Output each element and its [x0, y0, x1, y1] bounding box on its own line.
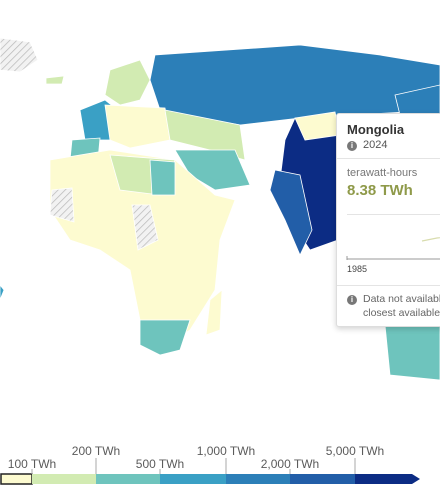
tooltip-note: Data not available: [363, 293, 440, 305]
info-icon: i: [347, 295, 357, 305]
legend-bin: [0, 473, 33, 485]
tooltip-note: closest available d: [363, 307, 440, 319]
legend-ticks: [31, 458, 356, 474]
legend-bin: [290, 474, 355, 484]
divider: [337, 285, 440, 286]
tooltip-value: 8.38 TWh: [347, 182, 413, 199]
tooltip-title: Mongolia: [347, 122, 405, 137]
legend: 100 TWh 200 TWh 500 TWh 1,000 TWh 2,000 …: [0, 444, 420, 485]
legend-label: 200 TWh: [72, 444, 120, 458]
legend-label: 100 TWh: [8, 457, 56, 471]
info-icon: i: [347, 141, 357, 151]
tooltip: Mongolia i 2024 terawatt-hours 8.38 TWh …: [336, 113, 440, 327]
legend-bin: [355, 474, 420, 484]
legend-label: 5,000 TWh: [326, 444, 384, 458]
divider: [337, 158, 440, 159]
legend-bin: [96, 474, 160, 484]
axis-label: 1985: [347, 264, 368, 274]
countries: [0, 37, 440, 381]
divider: [347, 214, 440, 215]
legend-bin: [226, 474, 290, 484]
legend-bin: [32, 474, 96, 484]
legend-label: 2,000 TWh: [261, 457, 319, 471]
legend-bin: [160, 474, 226, 484]
tooltip-year: 2024: [363, 139, 388, 151]
legend-label: 1,000 TWh: [197, 444, 255, 458]
sparkline: [346, 237, 440, 260]
tooltip-unit: terawatt-hours: [347, 167, 418, 179]
legend-label: 500 TWh: [136, 457, 184, 471]
